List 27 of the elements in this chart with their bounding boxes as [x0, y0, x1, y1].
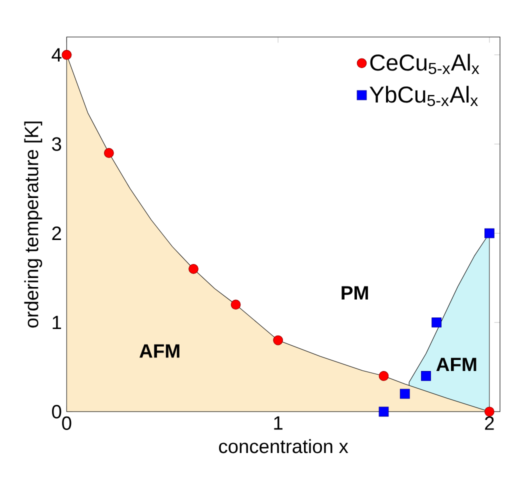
point: [188, 264, 198, 274]
point: [484, 228, 494, 238]
annotation: AFM: [436, 358, 476, 372]
point: [400, 388, 410, 399]
x-tick-label: 1: [274, 416, 282, 430]
point: [62, 50, 72, 60]
point: [104, 148, 114, 158]
annotation: PM: [342, 286, 368, 300]
y-tick-label: 1: [52, 316, 62, 330]
x-tick-label: 0: [62, 416, 72, 430]
x-tick-label: 2: [485, 416, 494, 430]
point: [432, 318, 442, 328]
y-axis-title: ordering temperature [K]: [24, 122, 42, 328]
point: [378, 371, 389, 381]
y-tick-label: 0: [52, 404, 62, 418]
point: [230, 300, 241, 310]
annotation: AFM: [140, 344, 180, 358]
point: [421, 371, 431, 381]
legend-label: YbCu$_{5-x}$Al$_{x}$: [370, 86, 478, 106]
y-tick-label: 2: [52, 226, 61, 240]
legend-label: CeCu$_{5-x}$Al$_{x}$: [370, 54, 480, 74]
point: [273, 335, 283, 346]
point: [484, 406, 494, 417]
x-axis-title: concentration x: [219, 439, 348, 454]
y-tick-label: 4: [52, 48, 62, 62]
point: [378, 406, 389, 417]
y-tick-label: 3: [52, 137, 62, 151]
